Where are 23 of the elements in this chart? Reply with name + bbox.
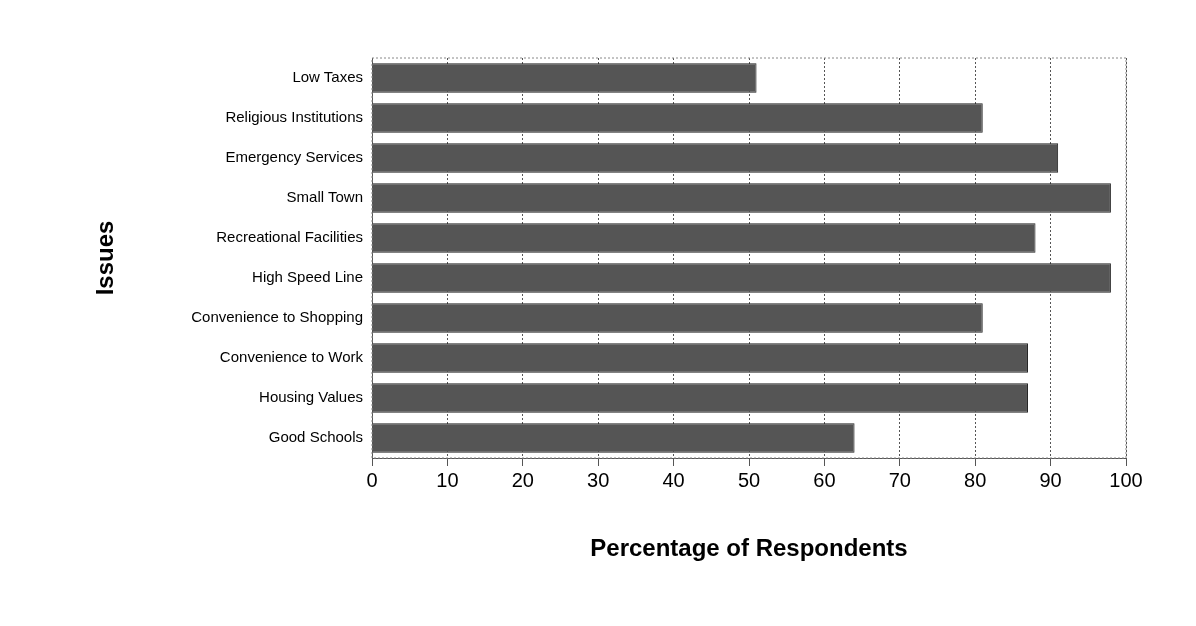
x-tick-label: 30: [587, 468, 610, 491]
x-tick-label: 80: [964, 468, 987, 491]
y-tick-label: Recreational Facilities: [216, 228, 363, 246]
y-axis-title: Issues: [91, 220, 119, 296]
x-axis-title: Percentage of Respondents: [590, 534, 908, 562]
x-tick-label: 50: [737, 468, 761, 491]
y-tick-label: Emergency Services: [225, 148, 363, 166]
y-tick-label: Small Town: [286, 188, 363, 206]
x-tick-label: 100: [1109, 468, 1143, 491]
x-tick-label: 40: [662, 468, 685, 491]
y-tick-label: Convenience to Work: [219, 348, 364, 366]
y-tick-label: Good Schools: [268, 428, 363, 446]
y-tick-label: Religious Institutions: [225, 108, 363, 126]
y-tick-label: Low Taxes: [292, 68, 363, 86]
x-tick-label: 60: [813, 468, 836, 491]
x-tick-label: 70: [888, 468, 911, 491]
x-tick-label: 20: [511, 468, 534, 491]
x-tick-label: 0: [366, 468, 378, 491]
y-tick-label: Housing Values: [259, 388, 363, 406]
x-tick-label: 90: [1039, 468, 1062, 491]
x-tick-label: 10: [436, 468, 459, 491]
y-tick-label: High Speed Line: [252, 268, 363, 286]
y-tick-label: Convenience to Shopping: [191, 308, 363, 326]
